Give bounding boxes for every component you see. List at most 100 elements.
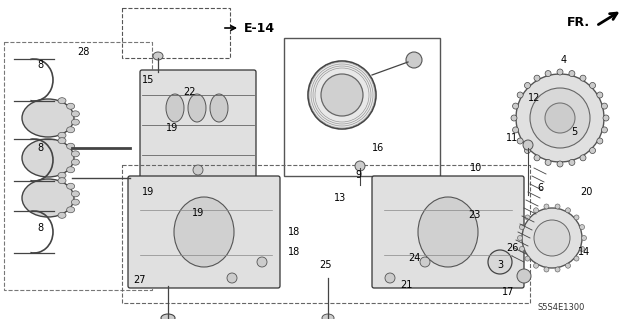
Text: 8: 8 bbox=[37, 60, 43, 70]
Bar bbox=[4, 42, 152, 290]
Ellipse shape bbox=[589, 147, 596, 153]
Ellipse shape bbox=[513, 127, 518, 133]
Text: 17: 17 bbox=[502, 287, 514, 297]
Ellipse shape bbox=[597, 92, 603, 98]
Ellipse shape bbox=[516, 74, 604, 162]
Ellipse shape bbox=[597, 138, 603, 144]
Ellipse shape bbox=[67, 207, 75, 213]
Ellipse shape bbox=[580, 225, 584, 230]
Ellipse shape bbox=[406, 52, 422, 68]
Ellipse shape bbox=[602, 103, 607, 109]
Ellipse shape bbox=[72, 119, 79, 125]
Ellipse shape bbox=[58, 172, 66, 178]
Ellipse shape bbox=[72, 151, 79, 157]
Text: 12: 12 bbox=[528, 93, 540, 103]
Ellipse shape bbox=[58, 138, 66, 144]
Ellipse shape bbox=[418, 197, 478, 267]
Ellipse shape bbox=[166, 94, 184, 122]
Ellipse shape bbox=[545, 70, 551, 77]
Text: 19: 19 bbox=[192, 208, 204, 218]
Ellipse shape bbox=[210, 94, 228, 122]
Ellipse shape bbox=[580, 155, 586, 161]
Ellipse shape bbox=[520, 247, 524, 251]
Text: FR.: FR. bbox=[567, 16, 590, 28]
Ellipse shape bbox=[582, 235, 586, 241]
Ellipse shape bbox=[308, 61, 376, 129]
Text: 18: 18 bbox=[288, 247, 300, 257]
Text: S5S4E1300: S5S4E1300 bbox=[538, 303, 586, 313]
Ellipse shape bbox=[544, 267, 549, 272]
Text: 9: 9 bbox=[355, 170, 361, 180]
Ellipse shape bbox=[525, 215, 530, 220]
Text: 16: 16 bbox=[372, 143, 384, 153]
Ellipse shape bbox=[589, 83, 596, 88]
Ellipse shape bbox=[161, 314, 175, 319]
Ellipse shape bbox=[557, 69, 563, 75]
Ellipse shape bbox=[193, 165, 203, 175]
Text: 24: 24 bbox=[408, 253, 420, 263]
Ellipse shape bbox=[524, 147, 531, 153]
Text: 25: 25 bbox=[320, 260, 332, 270]
Ellipse shape bbox=[534, 208, 538, 213]
Ellipse shape bbox=[153, 52, 163, 60]
Text: 23: 23 bbox=[468, 210, 480, 220]
Ellipse shape bbox=[67, 167, 75, 173]
Ellipse shape bbox=[530, 88, 590, 148]
Text: 27: 27 bbox=[134, 275, 147, 285]
Ellipse shape bbox=[67, 183, 75, 189]
Ellipse shape bbox=[22, 99, 74, 137]
Text: 13: 13 bbox=[334, 193, 346, 203]
Ellipse shape bbox=[603, 115, 609, 121]
Bar bbox=[122, 165, 530, 303]
Ellipse shape bbox=[534, 263, 538, 268]
Ellipse shape bbox=[517, 92, 523, 98]
Text: 14: 14 bbox=[578, 247, 590, 257]
FancyBboxPatch shape bbox=[140, 70, 256, 196]
Ellipse shape bbox=[557, 161, 563, 167]
Text: 5: 5 bbox=[571, 127, 577, 137]
Ellipse shape bbox=[322, 314, 334, 319]
Ellipse shape bbox=[544, 204, 549, 209]
Ellipse shape bbox=[58, 212, 66, 218]
Ellipse shape bbox=[22, 179, 74, 217]
Ellipse shape bbox=[574, 256, 579, 261]
Ellipse shape bbox=[488, 250, 512, 274]
Text: 28: 28 bbox=[77, 47, 89, 57]
Ellipse shape bbox=[545, 160, 551, 166]
Ellipse shape bbox=[580, 247, 584, 251]
Ellipse shape bbox=[517, 138, 523, 144]
Text: 26: 26 bbox=[506, 243, 518, 253]
Ellipse shape bbox=[534, 155, 540, 161]
Text: 19: 19 bbox=[142, 187, 154, 197]
Ellipse shape bbox=[555, 267, 560, 272]
Ellipse shape bbox=[174, 197, 234, 267]
FancyBboxPatch shape bbox=[128, 176, 280, 288]
Ellipse shape bbox=[188, 94, 206, 122]
Ellipse shape bbox=[534, 220, 570, 256]
Text: 6: 6 bbox=[537, 183, 543, 193]
Text: 20: 20 bbox=[580, 187, 592, 197]
Ellipse shape bbox=[517, 269, 531, 283]
Bar bbox=[284, 38, 440, 176]
Ellipse shape bbox=[518, 235, 522, 241]
Ellipse shape bbox=[67, 143, 75, 149]
Text: 4: 4 bbox=[561, 55, 567, 65]
Ellipse shape bbox=[72, 111, 79, 117]
Ellipse shape bbox=[58, 98, 66, 104]
FancyBboxPatch shape bbox=[372, 176, 524, 288]
Ellipse shape bbox=[513, 103, 518, 109]
Ellipse shape bbox=[22, 139, 74, 177]
Text: 22: 22 bbox=[184, 87, 196, 97]
Ellipse shape bbox=[58, 132, 66, 138]
Ellipse shape bbox=[72, 159, 79, 165]
Text: 15: 15 bbox=[142, 75, 154, 85]
Ellipse shape bbox=[67, 127, 75, 133]
Text: 8: 8 bbox=[37, 143, 43, 153]
Ellipse shape bbox=[580, 75, 586, 81]
Text: 19: 19 bbox=[166, 123, 178, 133]
Ellipse shape bbox=[523, 140, 533, 150]
Ellipse shape bbox=[569, 70, 575, 77]
Ellipse shape bbox=[555, 204, 560, 209]
Ellipse shape bbox=[602, 127, 607, 133]
Ellipse shape bbox=[355, 161, 365, 171]
